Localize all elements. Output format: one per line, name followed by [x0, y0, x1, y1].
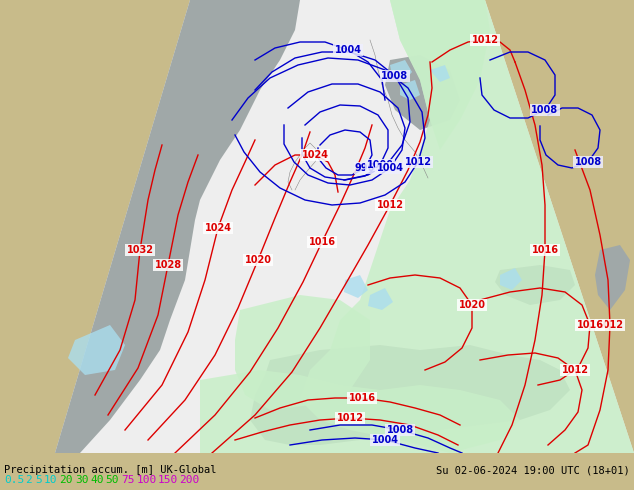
Text: 1016: 1016: [576, 320, 604, 330]
Text: 1008: 1008: [387, 425, 413, 435]
Text: 1004: 1004: [335, 45, 361, 55]
Text: 1020: 1020: [458, 300, 486, 310]
Polygon shape: [368, 288, 393, 310]
Text: 1012: 1012: [377, 200, 403, 210]
Text: 1012: 1012: [404, 157, 432, 167]
Polygon shape: [495, 265, 575, 305]
Text: 1024: 1024: [205, 223, 231, 233]
Text: 1008: 1008: [382, 71, 408, 81]
Text: 1012: 1012: [597, 320, 623, 330]
Text: 1000: 1000: [366, 160, 394, 170]
Text: 996: 996: [355, 163, 375, 173]
Text: 1016: 1016: [531, 245, 559, 255]
Text: 1012: 1012: [337, 413, 363, 423]
Text: 1028: 1028: [155, 260, 181, 270]
Text: 1032: 1032: [127, 245, 153, 255]
Polygon shape: [595, 245, 630, 310]
Polygon shape: [385, 55, 460, 130]
Text: 1004: 1004: [377, 163, 403, 173]
Text: 5: 5: [35, 475, 42, 485]
Polygon shape: [390, 60, 412, 80]
Polygon shape: [390, 0, 490, 150]
Text: 1008: 1008: [531, 105, 559, 115]
Text: 1012: 1012: [562, 365, 588, 375]
Text: 1020: 1020: [245, 255, 271, 265]
Text: 1016: 1016: [309, 237, 335, 247]
Text: 30: 30: [75, 475, 88, 485]
Polygon shape: [500, 268, 522, 290]
Polygon shape: [430, 65, 450, 82]
Text: Precipitation accum. [m] UK-Global: Precipitation accum. [m] UK-Global: [4, 465, 216, 475]
Polygon shape: [235, 295, 370, 410]
Text: 20: 20: [60, 475, 73, 485]
Polygon shape: [55, 0, 634, 453]
Text: 50: 50: [106, 475, 119, 485]
Polygon shape: [250, 345, 570, 445]
Polygon shape: [300, 0, 634, 453]
Text: 1012: 1012: [472, 35, 498, 45]
Text: 1016: 1016: [349, 393, 375, 403]
Text: 200: 200: [179, 475, 200, 485]
Text: 1004: 1004: [372, 435, 399, 445]
Polygon shape: [200, 370, 520, 453]
Text: 150: 150: [158, 475, 178, 485]
Text: 1008: 1008: [574, 157, 602, 167]
Polygon shape: [344, 275, 368, 298]
Text: 40: 40: [90, 475, 104, 485]
Polygon shape: [0, 0, 634, 453]
Text: 10: 10: [44, 475, 58, 485]
Text: 75: 75: [121, 475, 134, 485]
Polygon shape: [400, 80, 420, 100]
Text: 2: 2: [25, 475, 32, 485]
Text: 0.5: 0.5: [4, 475, 24, 485]
Text: 1024: 1024: [302, 150, 328, 160]
Polygon shape: [55, 0, 300, 453]
Text: 100: 100: [136, 475, 157, 485]
Text: Su 02-06-2024 19:00 UTC (18+01): Su 02-06-2024 19:00 UTC (18+01): [436, 465, 630, 475]
Polygon shape: [68, 325, 125, 375]
